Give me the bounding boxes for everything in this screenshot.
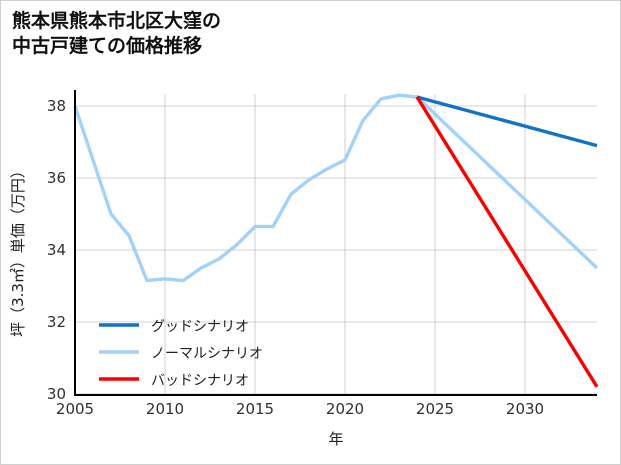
series-line-ノーマルシナリオ [73, 93, 599, 283]
x-tick-2025: 2025 [416, 400, 454, 418]
legend-label-1: ノーマルシナリオ [151, 346, 263, 362]
y-axis-title: 坪（3.3㎡）単価（万円） [9, 163, 27, 337]
x-axis-tick-labels: 2005 2010 2015 2020 2025 2030 [56, 400, 544, 418]
x-tick-2005: 2005 [56, 400, 94, 418]
x-axis-title: 年 [328, 430, 343, 448]
chart-title: 熊本県熊本市北区大窪の 中古戸建ての価格推移 [12, 11, 222, 58]
data-series-group [73, 93, 599, 388]
y-tick-34: 34 [47, 241, 66, 259]
series-line-グッドシナリオ [416, 95, 598, 148]
x-tick-2010: 2010 [146, 400, 184, 418]
y-tick-32: 32 [47, 313, 66, 331]
y-tick-30: 30 [47, 385, 66, 403]
x-tick-2020: 2020 [326, 400, 364, 418]
y-axis-tick-labels: 30 32 34 36 38 [47, 97, 66, 403]
legend-label-0: グッドシナリオ [151, 319, 249, 335]
y-tick-38: 38 [47, 97, 66, 115]
gridlines-group [74, 94, 597, 395]
legend-label-2: バッドシナリオ [151, 373, 249, 389]
series-line-バッドシナリオ [415, 96, 599, 388]
x-tick-2015: 2015 [236, 400, 274, 418]
y-tick-36: 36 [47, 169, 66, 187]
x-tick-2030: 2030 [506, 400, 544, 418]
axis-spines-group [73, 90, 597, 397]
